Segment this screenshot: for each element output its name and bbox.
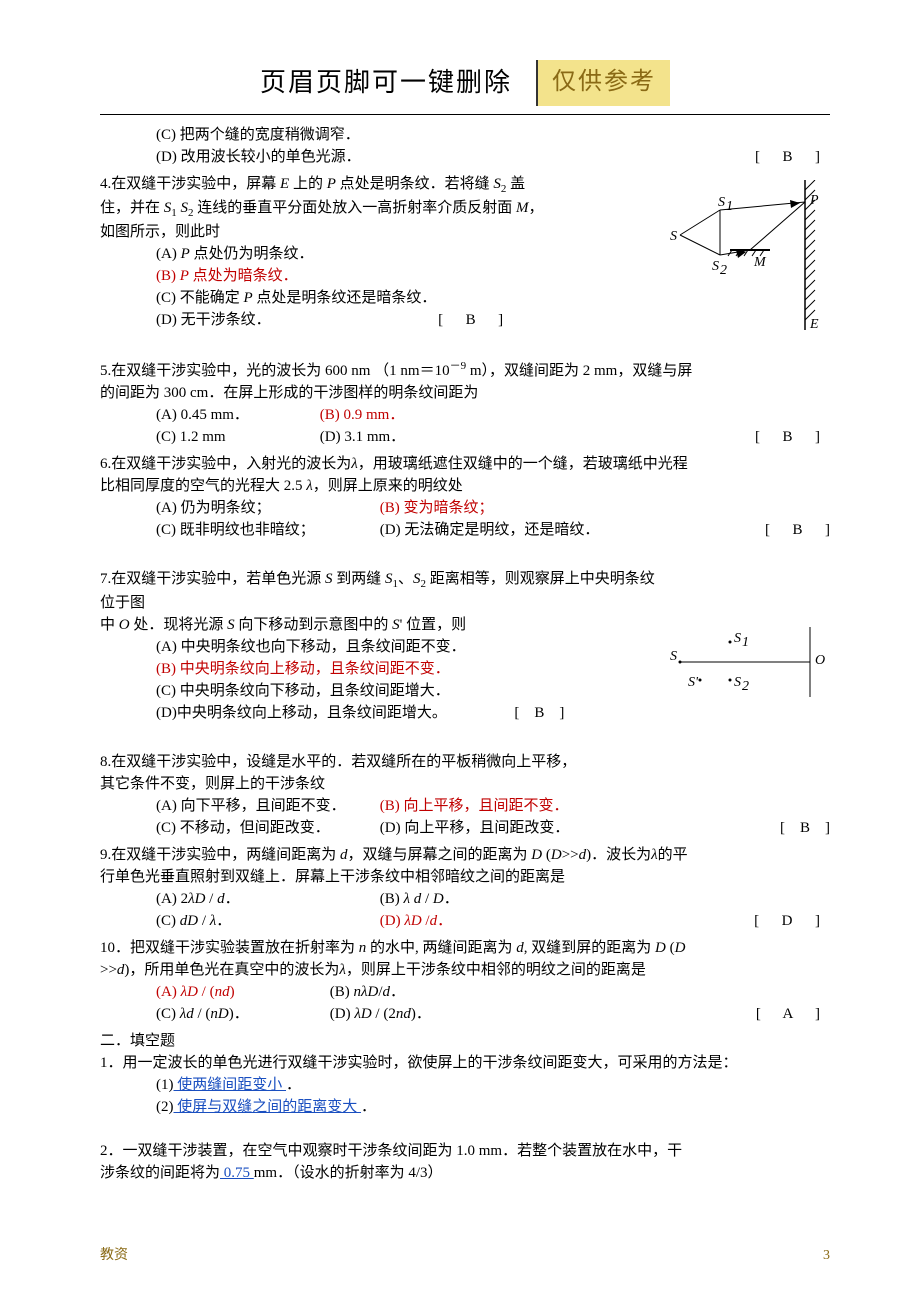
q7: 7.在双缝干涉实验中，若单色光源 S 到两缝 S1、S2 距离相等，则观察屏上中… xyxy=(100,569,830,723)
q6-stem1: 6.在双缝干涉实验中，入射光的波长为λ，用玻璃纸遮住双缝中的一个缝，若玻璃纸中光… xyxy=(100,454,830,475)
q8-answer: [ B ] xyxy=(780,818,830,839)
q3-optD-row: (D) 改用波长较小的单色光源． [ B ] xyxy=(100,147,830,168)
q10-answer: [ A ] xyxy=(756,1004,830,1025)
fill-section: 二．填空题 1．用一定波长的单色光进行双缝干涉实验时，欲使屏上的干涉条纹间距变大… xyxy=(100,1031,830,1184)
q3-optC: (C) 把两个缝的宽度稍微调窄． xyxy=(100,125,830,146)
q7-optA: (A) 中央明条纹也向下移动，且条纹间距不变． xyxy=(100,637,830,658)
q4-optD-row: (D) 无干涉条纹． [ B ] xyxy=(100,310,830,331)
q5-optCD: (C) 1.2 mm (D) 3.1 mm． [ B ] xyxy=(100,427,830,448)
q4-optC: (C) 不能确定 P 点处是明条纹还是暗条纹． xyxy=(100,288,830,309)
q5-stem2: 的间距为 300 cm．在屏上形成的干涉图样的明条纹间距为 xyxy=(100,383,830,404)
q6-stem2: 比相同厚度的空气的光程大 2.5 λ，则屏上原来的明纹处 xyxy=(100,476,830,497)
q7-optC: (C) 中央明条纹向下移动，且条纹间距增大． xyxy=(100,681,830,702)
footer-page-number: 3 xyxy=(823,1246,830,1266)
q10: 10．把双缝干涉实验装置放在折射率为 n 的水中, 两缝间距离为 d, 双缝到屏… xyxy=(100,938,830,1025)
q7-stem2: 中 O 处．现将光源 S 向下移动到示意图中的 S' 位置，则 xyxy=(100,615,830,636)
q10-stem1: 10．把双缝干涉实验装置放在折射率为 n 的水中, 两缝间距离为 d, 双缝到屏… xyxy=(100,938,830,959)
header-rule xyxy=(100,114,830,115)
fill-q1-stem: 1．用一定波长的单色光进行双缝干涉实验时，欲使屏上的干涉条纹间距变大，可采用的方… xyxy=(100,1053,830,1074)
q8-stem2: 其它条件不变，则屏上的干涉条纹 xyxy=(100,774,830,795)
q8-optCD: (C) 不移动，但间距改变． (D) 向上平移，且间距改变． [ B ] xyxy=(100,818,830,839)
q4-optB: (B) P 点处为暗条纹． xyxy=(100,266,830,287)
q3-options: (C) 把两个缝的宽度稍微调窄． (D) 改用波长较小的单色光源． [ B ] xyxy=(100,125,830,168)
q10-optCD: (C) λd / (nD)． (D) λD / (2nd)． [ A ] xyxy=(100,1004,830,1025)
header-badge: 仅供参考 xyxy=(536,60,670,106)
fill-q2-b: 涉条纹的间距将为 0.75 mm．（设水的折射率为 4/3） xyxy=(100,1163,830,1184)
q4-optD: (D) 无干涉条纹． xyxy=(156,312,271,328)
q10-stem2: >>d)，所用单色光在真空中的波长为λ，则屏上干涉条纹中相邻的明纹之间的距离是 xyxy=(100,960,830,981)
q9-answer: [ D ] xyxy=(754,911,830,932)
q3-optD: (D) 改用波长较小的单色光源． xyxy=(156,149,361,165)
q5-answer: [ B ] xyxy=(755,427,830,448)
q6-optCD: (C) 既非明纹也非暗纹； (D) 无法确定是明纹，还是暗纹． [ B ] xyxy=(100,520,830,541)
q9: 9.在双缝干涉实验中，两缝间距离为 d，双缝与屏幕之间的距离为 D (D>>d)… xyxy=(100,845,830,932)
fill-title: 二．填空题 xyxy=(100,1031,830,1052)
fill-q1-b: (2) 使屏与双缝之间的距离变大 ． xyxy=(100,1097,830,1118)
q9-stem1: 9.在双缝干涉实验中，两缝间距离为 d，双缝与屏幕之间的距离为 D (D>>d)… xyxy=(100,845,830,866)
q5-stem1: 5.在双缝干涉实验中，光的波长为 600 nm （1 nm＝10－9 m），双缝… xyxy=(100,359,830,382)
q9-stem2: 行单色光垂直照射到双缝上．屏幕上干涉条纹中相邻暗纹之间的距离是 xyxy=(100,867,830,888)
q9-optAB: (A) 2λD / d． (B) λ d / D． xyxy=(100,889,830,910)
q5: 5.在双缝干涉实验中，光的波长为 600 nm （1 nm＝10－9 m），双缝… xyxy=(100,359,830,448)
fill-q1-a: (1) 使两缝间距变小 ． xyxy=(100,1075,830,1096)
page-footer: 教资 3 xyxy=(100,1246,830,1266)
q7-answer: [ B ] xyxy=(514,703,564,724)
q7-stem1: 7.在双缝干涉实验中，若单色光源 S 到两缝 S1、S2 距离相等，则观察屏上中… xyxy=(100,569,830,613)
q3-answer: [ B ] xyxy=(755,147,830,168)
footer-left: 教资 xyxy=(100,1246,128,1266)
q10-optAB: (A) λD / (nd) (B) nλD/d． xyxy=(100,982,830,1003)
q6: 6.在双缝干涉实验中，入射光的波长为λ，用玻璃纸遮住双缝中的一个缝，若玻璃纸中光… xyxy=(100,454,830,541)
q8-optAB: (A) 向下平移，且间距不变． (B) 向上平移，且间距不变． xyxy=(100,796,830,817)
fill-q2-a: 2．一双缝干涉装置，在空气中观察时干涉条纹间距为 1.0 mm．若整个装置放在水… xyxy=(100,1141,830,1162)
q6-answer: [ B ] xyxy=(765,520,830,541)
q9-optCD: (C) dD / λ． (D) λD /d． [ D ] xyxy=(100,911,830,932)
q4-optA: (A) P 点处仍为明条纹． xyxy=(100,244,830,265)
q4-stem3: 如图所示，则此时 xyxy=(100,222,830,243)
q8-stem1: 8.在双缝干涉实验中，设缝是水平的．若双缝所在的平板稍微向上平移， xyxy=(100,752,830,773)
q5-optAB: (A) 0.45 mm． (B) 0.9 mm． xyxy=(100,405,830,426)
q4-stem2: 住，并在 S1 S2 连线的垂直平分面处放入一高折射率介质反射面 M， xyxy=(100,198,830,221)
q7-optB: (B) 中央明条纹向上移动，且条纹间距不变． xyxy=(100,659,830,680)
q4: 4.在双缝干涉实验中，屏幕 E 上的 P 点处是明条纹．若将缝 S2 盖 住，并… xyxy=(100,174,830,332)
header-main: 页眉页脚可一键删除 xyxy=(260,65,512,101)
q6-optAB: (A) 仍为明条纹； (B) 变为暗条纹； xyxy=(100,498,830,519)
q4-answer: [ B ] xyxy=(438,310,503,331)
q8: 8.在双缝干涉实验中，设缝是水平的．若双缝所在的平板稍微向上平移， 其它条件不变… xyxy=(100,752,830,839)
q7-optD-row: (D)中央明条纹向上移动，且条纹间距增大。 [ B ] xyxy=(100,703,830,724)
page-header: 页眉页脚可一键删除 仅供参考 xyxy=(100,60,830,106)
q4-stem1: 4.在双缝干涉实验中，屏幕 E 上的 P 点处是明条纹．若将缝 S2 盖 xyxy=(100,174,830,197)
